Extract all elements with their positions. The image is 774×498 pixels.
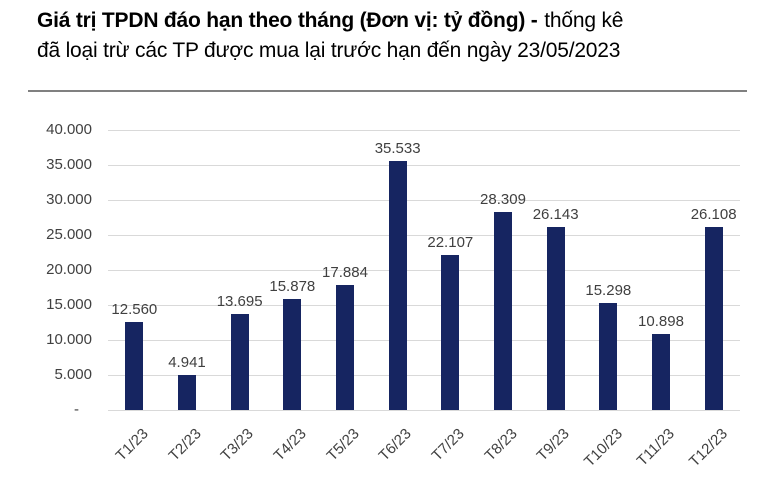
x-tick-label-T8/23: T8/23 bbox=[481, 425, 521, 465]
plot-area: 12.560 T1/23 4.941 T2/23 13.695 T3/23 15.878 T4… bbox=[108, 130, 740, 470]
bar-T4/23 bbox=[283, 298, 302, 410]
y-tick-label: 25.000 bbox=[46, 226, 92, 243]
title-divider bbox=[28, 90, 747, 92]
bar-T11/23 bbox=[652, 333, 670, 410]
page-title: Giá trị TPDN đáo hạn theo tháng (Đơn vị:… bbox=[37, 6, 767, 66]
x-tick-label-T9/23: T9/23 bbox=[533, 425, 573, 465]
value-label-T4/23: 15.878 bbox=[269, 277, 316, 295]
value-label-T6/23: 35.533 bbox=[374, 140, 421, 158]
gridline bbox=[108, 375, 740, 376]
x-tick-label-T6/23: T6/23 bbox=[375, 425, 415, 465]
x-tick-label-T4/23: T4/23 bbox=[270, 425, 310, 465]
x-tick-label-T7/23: T7/23 bbox=[428, 425, 468, 465]
bar-T12/23 bbox=[704, 227, 723, 410]
value-label-T8/23: 28.309 bbox=[480, 190, 526, 208]
gridline bbox=[108, 305, 740, 306]
gridline bbox=[108, 130, 740, 131]
value-label-T9/23: 26.143 bbox=[532, 206, 579, 223]
title-line-2: đã loại trừ các TP được mua lại trước hạ… bbox=[37, 39, 621, 62]
title-regular-part: thống kê bbox=[544, 9, 624, 32]
x-tick-label-T12/23: T12/23 bbox=[685, 425, 731, 471]
x-tick-label-T2/23: T2/23 bbox=[165, 425, 205, 465]
y-tick-label: 5.000 bbox=[54, 366, 92, 383]
title-bold-part: Giá trị TPDN đáo hạn theo tháng (Đơn vị:… bbox=[37, 9, 538, 32]
bar-T1/23 bbox=[125, 322, 144, 410]
gridline bbox=[108, 165, 740, 166]
value-label-T3/23: 13.695 bbox=[216, 293, 263, 311]
value-label-T7/23: 22.107 bbox=[427, 234, 474, 252]
x-tick-label-T5/23: T5/23 bbox=[323, 425, 363, 465]
value-label-T2/23: 4.941 bbox=[168, 354, 206, 372]
gridline bbox=[108, 200, 740, 201]
value-label-T11/23: 10.898 bbox=[638, 312, 684, 330]
y-tick-label: 30.000 bbox=[46, 191, 92, 208]
value-label-T12/23: 26.108 bbox=[690, 206, 737, 224]
value-label-T5/23: 17.884 bbox=[322, 263, 368, 281]
y-axis: 40.000 35.000 30.000 25.000 20.000 15.000 10.0… bbox=[0, 110, 100, 430]
gridline bbox=[108, 270, 740, 271]
value-label-T10/23: 15.298 bbox=[585, 281, 632, 299]
x-tick-label-T11/23: T11/23 bbox=[634, 425, 679, 470]
y-tick-label: 15.000 bbox=[46, 296, 92, 313]
y-tick-label: - bbox=[74, 401, 79, 418]
bar-T7/23 bbox=[441, 255, 460, 410]
y-tick-label: 20.000 bbox=[46, 261, 92, 278]
value-label-T1/23: 12.560 bbox=[111, 301, 158, 319]
y-tick-label: 10.000 bbox=[46, 331, 92, 348]
title-line-1: Giá trị TPDN đáo hạn theo tháng (Đơn vị:… bbox=[37, 6, 767, 36]
y-tick-label: 35.000 bbox=[46, 156, 92, 173]
x-axis-line bbox=[108, 410, 740, 411]
bar-T5/23 bbox=[336, 284, 354, 410]
bar-T6/23 bbox=[388, 161, 407, 410]
bar-T3/23 bbox=[230, 314, 249, 410]
x-tick-label-T10/23: T10/23 bbox=[580, 425, 626, 471]
x-tick-label-T3/23: T3/23 bbox=[217, 425, 257, 465]
bar-T8/23 bbox=[494, 211, 512, 410]
bar-chart: 40.000 35.000 30.000 25.000 20.000 15.000 10.0… bbox=[0, 110, 774, 498]
gridline bbox=[108, 340, 740, 341]
bar-T10/23 bbox=[599, 302, 618, 410]
x-tick-label-T1/23: T1/23 bbox=[112, 425, 152, 465]
bar-T9/23 bbox=[546, 227, 565, 410]
bar-T2/23 bbox=[178, 375, 196, 410]
gridline bbox=[108, 235, 740, 236]
y-tick-label: 40.000 bbox=[46, 121, 92, 138]
